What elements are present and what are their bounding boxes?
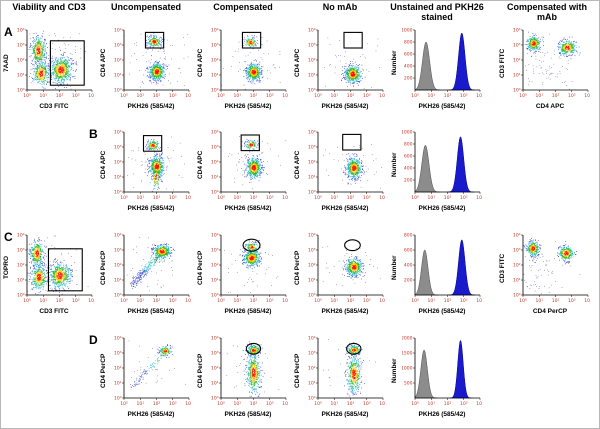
y-axis-label-C2: CD4 PerCP	[100, 250, 107, 286]
x-axis-label-D2: PKH26 (585/42)	[127, 411, 175, 418]
plot-area-C4	[305, 232, 385, 310]
x-axis-label-A3: PKH26 (585/42)	[224, 103, 272, 110]
y-axis-label-A6: CD3 FITC	[499, 48, 506, 78]
plot-area-A2	[111, 27, 191, 105]
flow-plot-A3: CD4 APC PKH26 (585/42)	[195, 27, 291, 117]
flow-plot-A6: CD3 FITC CD4 APC	[497, 27, 593, 117]
flow-plot-A4: CD4 APC PKH26 (585/42)	[292, 27, 388, 117]
y-axis-label-B4: CD4 APC	[294, 150, 301, 180]
x-axis-label-B4: PKH26 (585/42)	[321, 205, 369, 212]
plot-area-B5	[402, 129, 482, 207]
x-axis-label-B2: PKH26 (585/42)	[127, 205, 175, 212]
x-axis-label-D4: PKH26 (585/42)	[321, 411, 369, 418]
plot-area-B3	[208, 129, 288, 207]
panel-label-a: A	[4, 25, 13, 39]
flow-plot-B2: CD4 APC PKH26 (585/42)	[98, 129, 194, 219]
panel-label-b: B	[89, 127, 98, 141]
x-axis-label-B5: PKH26 (585/42)	[418, 205, 466, 212]
x-axis-label-A6: CD4 APC	[535, 103, 565, 110]
column-header-uncompensated: Uncompensated	[110, 2, 181, 12]
x-axis-label-A1: CD3 FITC	[39, 103, 69, 110]
y-axis-label-B2: CD4 APC	[100, 150, 107, 180]
y-axis-label-C6: CD3 FITC	[499, 253, 506, 283]
flow-plot-B5: Number PKH26 (585/42)	[389, 129, 485, 219]
x-axis-label-D3: PKH26 (585/42)	[224, 411, 272, 418]
plot-area-B2	[111, 129, 191, 207]
y-axis-label-C1: TOPRO	[3, 256, 10, 280]
x-axis-label-A5: PKH26 (585/42)	[418, 103, 466, 110]
x-axis-label-C4: PKH26 (585/42)	[321, 308, 369, 315]
y-axis-label-A5: Number	[391, 50, 398, 76]
x-axis-label-A4: PKH26 (585/42)	[321, 103, 369, 110]
column-header-viability-cd3: Viability and CD3	[12, 2, 86, 12]
column-header-compensated-mab: Compensated with mAb	[506, 2, 587, 22]
panel-label-d: D	[89, 333, 98, 347]
y-axis-label-A3: CD4 APC	[197, 48, 204, 78]
flow-plot-C3: CD4 PerCP PKH26 (585/42)	[195, 232, 291, 322]
x-axis-label-C3: PKH26 (585/42)	[224, 308, 272, 315]
flow-plot-D2: CD4 PerCP PKH26 (585/42)	[98, 335, 194, 425]
plot-area-A3	[208, 27, 288, 105]
column-header-no-mab: No mAb	[322, 2, 358, 12]
plot-area-C5	[402, 232, 482, 310]
x-axis-label-B3: PKH26 (585/42)	[224, 205, 272, 212]
flow-plot-D5: Number PKH26 (585/42)	[389, 335, 485, 425]
flow-plot-D4: CD4 PerCP PKH26 (585/42)	[292, 335, 388, 425]
y-axis-label-C3: CD4 PerCP	[197, 250, 204, 286]
y-axis-label-D5: Number	[391, 358, 398, 384]
plot-area-A6	[510, 27, 590, 105]
flow-plot-D3: CD4 PerCP PKH26 (585/42)	[195, 335, 291, 425]
plot-area-B4	[305, 129, 385, 207]
flow-plot-C1: TOPRO CD3 FITC	[1, 232, 97, 322]
y-axis-label-D2: CD4 PerCP	[100, 353, 107, 389]
column-header-compensated: Compensated	[213, 2, 273, 12]
flow-plot-B4: CD4 APC PKH26 (585/42)	[292, 129, 388, 219]
plot-area-D5	[402, 335, 482, 413]
plot-area-C1	[14, 232, 94, 310]
plot-area-D4	[305, 335, 385, 413]
flow-plot-A1: 7AAD CD3 FITC	[1, 27, 97, 117]
column-header-unstained-pkh26: Unstained and PKH26 stained	[390, 2, 484, 22]
plot-area-C3	[208, 232, 288, 310]
flow-plot-C5: Number PKH26 (585/42)	[389, 232, 485, 322]
y-axis-label-A1: 7AAD	[3, 54, 10, 72]
plot-area-A5	[402, 27, 482, 105]
x-axis-label-C1: CD3 FITC	[39, 308, 69, 315]
y-axis-label-C4: CD4 PerCP	[294, 250, 301, 286]
x-axis-label-C5: PKH26 (585/42)	[418, 308, 466, 315]
plot-area-D3	[208, 335, 288, 413]
flow-plot-B3: CD4 APC PKH26 (585/42)	[195, 129, 291, 219]
plot-area-C2	[111, 232, 191, 310]
y-axis-label-D3: CD4 PerCP	[197, 353, 204, 389]
y-axis-label-A4: CD4 APC	[294, 48, 301, 78]
flow-plot-A5: Number PKH26 (585/42)	[389, 27, 485, 117]
plot-area-D2	[111, 335, 191, 413]
x-axis-label-C2: PKH26 (585/42)	[127, 308, 175, 315]
y-axis-label-D4: CD4 PerCP	[294, 353, 301, 389]
panel-label-c: C	[4, 230, 13, 244]
flow-plot-A2: CD4 APC PKH26 (585/42)	[98, 27, 194, 117]
y-axis-label-A2: CD4 APC	[100, 48, 107, 78]
flow-plot-C4: CD4 PerCP PKH26 (585/42)	[292, 232, 388, 322]
x-axis-label-A2: PKH26 (585/42)	[127, 103, 175, 110]
x-axis-label-D5: PKH26 (585/42)	[418, 411, 466, 418]
y-axis-label-B5: Number	[391, 152, 398, 178]
flow-plot-C6: CD3 FITC CD4 PerCP	[497, 232, 593, 322]
plot-area-A4	[305, 27, 385, 105]
plot-area-A1	[14, 27, 94, 105]
x-axis-label-C6: CD4 PerCP	[532, 308, 568, 315]
y-axis-label-B3: CD4 APC	[197, 150, 204, 180]
flow-plot-C2: CD4 PerCP PKH26 (585/42)	[98, 232, 194, 322]
y-axis-label-C5: Number	[391, 255, 398, 281]
plot-area-C6	[510, 232, 590, 310]
